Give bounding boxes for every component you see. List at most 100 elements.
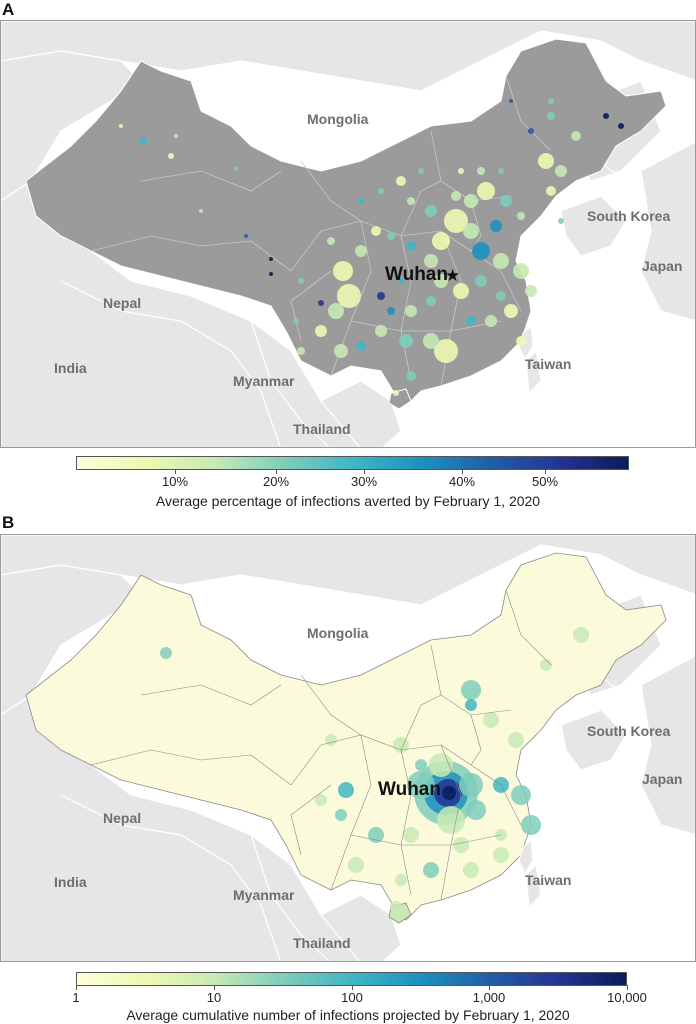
china-landmass (25, 552, 667, 921)
heat-cell (459, 773, 483, 797)
city-bubble (327, 237, 335, 245)
label-nepal: Nepal (103, 295, 141, 311)
city-bubble (485, 315, 497, 327)
panel-b-map: Mongolia South Korea Japan Nepal India M… (0, 534, 696, 962)
tick-label: 1 (72, 990, 80, 1005)
city-bubble (426, 296, 436, 306)
city-bubble (337, 284, 361, 308)
city-bubble (378, 188, 384, 194)
city-bubble (444, 209, 468, 233)
heat-cell (521, 815, 541, 835)
city-bubble (434, 274, 448, 288)
city-bubble (513, 263, 529, 279)
heat-cell (395, 874, 407, 886)
heat-cell (508, 732, 524, 748)
tick-label: 30% (350, 474, 378, 489)
heat-cell (442, 786, 456, 800)
city-bubble (555, 165, 567, 177)
label-wuhan: Wuhan (378, 779, 441, 800)
city-bubble (418, 168, 424, 174)
city-bubble (496, 291, 506, 301)
heat-cell (573, 627, 589, 643)
heat-cell (325, 734, 337, 746)
city-bubble (516, 336, 526, 346)
city-bubble (466, 316, 476, 326)
heat-cell (348, 857, 364, 873)
tick-mark (462, 469, 463, 474)
heat-cell (415, 759, 427, 771)
heat-cell (335, 809, 347, 821)
label-thailand: Thailand (293, 421, 351, 437)
city-bubble (405, 305, 417, 317)
tick-mark (545, 469, 546, 474)
city-bubble (525, 285, 537, 297)
city-bubble (425, 205, 437, 217)
city-bubble (504, 304, 518, 318)
city-bubble (434, 339, 458, 363)
heat-cell (463, 862, 479, 878)
city-bubble (528, 128, 534, 134)
label-south-korea: South Korea (587, 208, 670, 224)
taiwan-island (518, 840, 534, 875)
heat-cell (461, 680, 481, 700)
city-bubble (477, 182, 495, 200)
city-bubble (328, 303, 344, 319)
city-bubble (315, 325, 327, 337)
label-mongolia: Mongolia (307, 625, 369, 641)
heat-cell (403, 827, 419, 843)
city-bubble (371, 226, 381, 236)
city-bubble (458, 168, 464, 174)
tick-mark (214, 985, 215, 990)
city-bubble (558, 218, 564, 224)
tick-mark (364, 469, 365, 474)
panel-a-map-svg: Mongolia South Korea Japan Nepal India M… (1, 21, 695, 447)
city-bubble (406, 241, 416, 251)
label-japan: Japan (642, 258, 682, 274)
city-bubble (244, 234, 248, 238)
panel-a-map: Mongolia South Korea Japan Nepal India M… (0, 20, 696, 448)
city-bubble (356, 341, 366, 351)
city-bubble (358, 198, 364, 204)
city-bubble (174, 134, 178, 138)
city-bubble (493, 253, 509, 269)
city-bubble (139, 137, 147, 145)
city-bubble (168, 153, 174, 159)
city-bubble (119, 124, 123, 128)
city-bubble (423, 333, 439, 349)
tick-label: 10,000 (607, 990, 647, 1005)
heat-cell (338, 782, 354, 798)
label-india: India (54, 360, 87, 376)
legend-a-title: Average percentage of infections averted… (155, 493, 541, 509)
tick-mark (76, 985, 77, 990)
label-india: India (54, 874, 87, 890)
tick-label: 40% (448, 474, 476, 489)
tick-label: 10% (161, 474, 189, 489)
city-bubble (472, 242, 490, 260)
city-bubble (538, 153, 554, 169)
city-bubble (406, 371, 416, 381)
wuhan-star-icon: ★ (445, 266, 460, 286)
city-bubble (355, 245, 367, 257)
city-bubble (393, 390, 399, 396)
tick-label: 1,000 (472, 990, 506, 1005)
city-bubble (477, 167, 485, 175)
city-bubble (498, 168, 504, 174)
label-myanmar: Myanmar (233, 887, 295, 903)
legend-a-colorbar (76, 456, 629, 470)
tick-mark (175, 469, 176, 474)
tick-label: 20% (262, 474, 290, 489)
city-bubble (463, 223, 479, 239)
city-bubble (396, 176, 406, 186)
heat-cell (540, 659, 552, 671)
tick-mark (352, 985, 353, 990)
city-bubble (398, 278, 404, 284)
city-bubble (269, 257, 273, 261)
label-south-korea: South Korea (587, 723, 670, 739)
city-bubble (269, 272, 273, 276)
city-bubble (375, 325, 387, 337)
heat-cell (429, 753, 453, 777)
city-bubble (451, 191, 461, 201)
city-bubble (199, 209, 203, 213)
label-myanmar: Myanmar (233, 373, 295, 389)
heat-cell (437, 806, 465, 834)
